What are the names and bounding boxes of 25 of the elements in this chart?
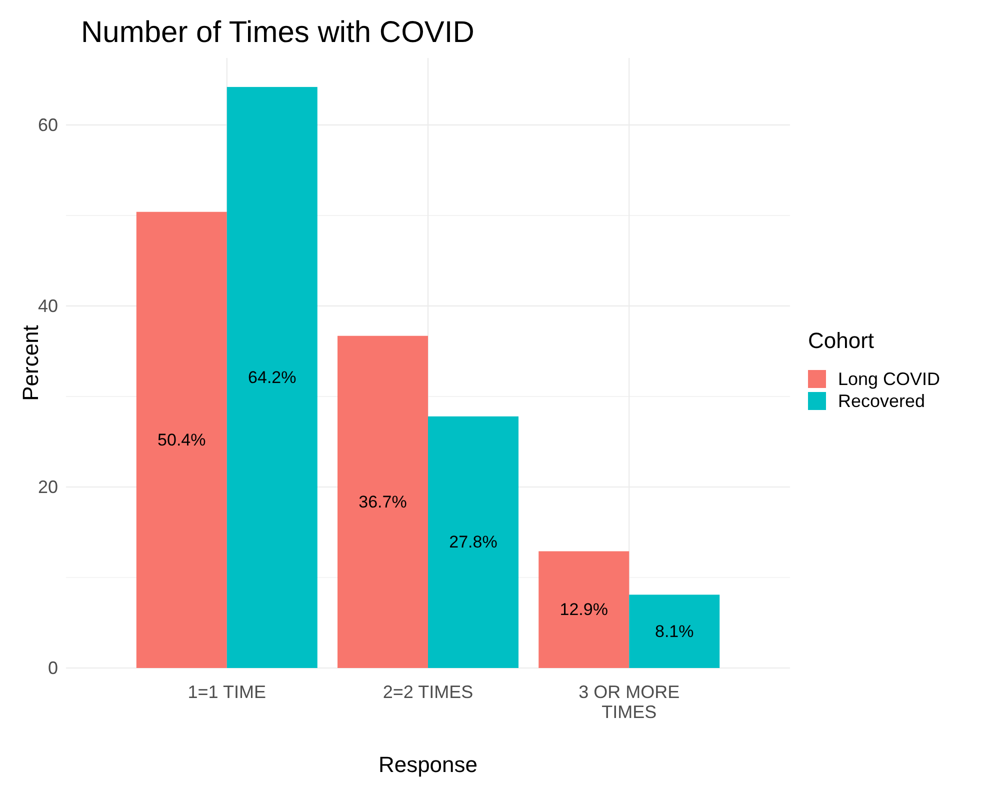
- data-label: 12.9%: [560, 600, 608, 620]
- x-axis-title: Response: [378, 752, 478, 777]
- chart-title: Number of Times with COVID: [81, 16, 474, 49]
- x-tick-label: 1=1 TIME: [188, 682, 266, 702]
- data-label: 27.8%: [449, 532, 498, 552]
- legend-title: Cohort: [808, 328, 874, 353]
- data-label: 50.4%: [158, 430, 206, 450]
- y-tick-label: 20: [38, 476, 58, 497]
- y-axis-title: Percent: [18, 325, 43, 401]
- data-label: 64.2%: [248, 368, 296, 387]
- y-tick-label: 40: [38, 296, 58, 316]
- y-tick-label: 60: [38, 114, 58, 135]
- data-label: 8.1%: [654, 622, 694, 641]
- x-tick-label: 3 OR MORE TIMES: [578, 682, 680, 722]
- data-label: 36.7%: [358, 492, 407, 512]
- bar: [629, 594, 720, 668]
- x-tick-label: 2=2 TIMES: [382, 682, 474, 702]
- y-tick-label: 0: [48, 658, 58, 678]
- bar: [226, 86, 318, 668]
- bar: [428, 416, 518, 668]
- bar: [338, 336, 428, 668]
- legend-label: Long COVID: [838, 369, 940, 389]
- bar: [538, 551, 630, 668]
- bar: [136, 212, 227, 668]
- legend-label: Recovered: [838, 391, 926, 411]
